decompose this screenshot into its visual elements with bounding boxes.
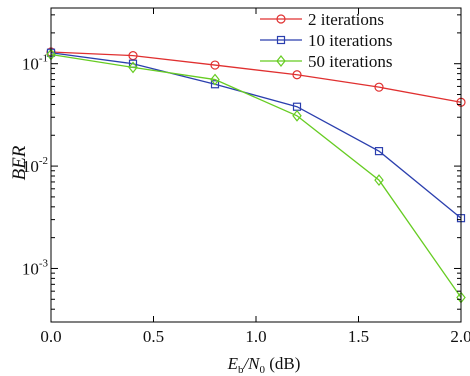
data-point-circle <box>374 82 384 92</box>
series-line <box>50 53 462 298</box>
x-label-n: /N <box>242 354 261 373</box>
data-point-diamond <box>128 61 138 74</box>
legend-label: 50 iterations <box>308 52 393 71</box>
x-axis-label: Eb/N0 (dB) <box>227 354 301 376</box>
series-2 <box>46 48 466 223</box>
legend: 2 iterations 10 iterations 50 iterations <box>260 10 393 71</box>
legend-marker <box>276 35 286 45</box>
plot-area <box>46 47 466 304</box>
series-line <box>50 51 462 103</box>
legend-marker <box>276 55 286 67</box>
legend-marker <box>276 14 286 24</box>
legend-label: 2 iterations <box>308 10 384 29</box>
data-point-circle <box>210 60 220 70</box>
x-tick-label: 0.0 <box>40 327 61 346</box>
x-tick-label: 0.5 <box>143 327 164 346</box>
series-3 <box>46 48 466 304</box>
series-line <box>50 52 462 219</box>
y-tick-label: 10-1 <box>22 53 48 74</box>
legend-label: 10 iterations <box>308 31 393 50</box>
data-point-diamond <box>210 73 220 86</box>
x-label-unit: (dB) <box>265 354 300 373</box>
data-point-square <box>210 80 220 89</box>
data-point-square <box>374 147 384 156</box>
legend-entry-2: 10 iterations <box>260 31 393 50</box>
data-point-diamond <box>374 174 384 187</box>
data-point-diamond <box>292 109 302 122</box>
x-label-sub-0: 0 <box>260 364 266 376</box>
data-point-circle <box>292 70 302 80</box>
data-point-circle <box>128 50 138 61</box>
y-tick-label: 10-3 <box>22 257 49 278</box>
x-label-e: E <box>227 354 239 373</box>
x-tick-label: 2.0 <box>450 327 470 346</box>
x-label-sub-b: b <box>238 364 244 376</box>
axes: 0.0 0.5 1.0 1.5 2.0 10-1 10-2 10-3 <box>22 7 470 346</box>
y-axis-label: BER <box>9 145 30 180</box>
x-tick-label: 1.5 <box>348 327 369 346</box>
y-tick-label: 10-2 <box>22 155 48 176</box>
legend-entry-1: 2 iterations <box>260 10 384 29</box>
x-tick-label: 1.0 <box>245 327 266 346</box>
legend-entry-3: 50 iterations <box>260 52 393 71</box>
